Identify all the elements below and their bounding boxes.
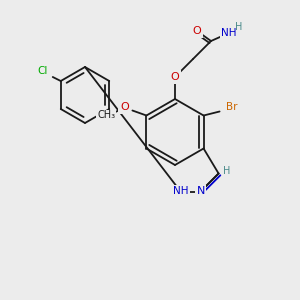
Text: NH: NH xyxy=(173,187,188,196)
Text: Cl: Cl xyxy=(38,66,48,76)
Text: O: O xyxy=(120,103,129,112)
Text: NH: NH xyxy=(221,28,237,38)
Text: H: H xyxy=(223,167,230,176)
Text: N: N xyxy=(196,187,205,196)
Text: Br: Br xyxy=(226,103,237,112)
Text: H: H xyxy=(235,22,243,32)
Text: O: O xyxy=(171,72,179,82)
Text: O: O xyxy=(193,26,201,36)
Text: CH₃: CH₃ xyxy=(98,110,116,121)
